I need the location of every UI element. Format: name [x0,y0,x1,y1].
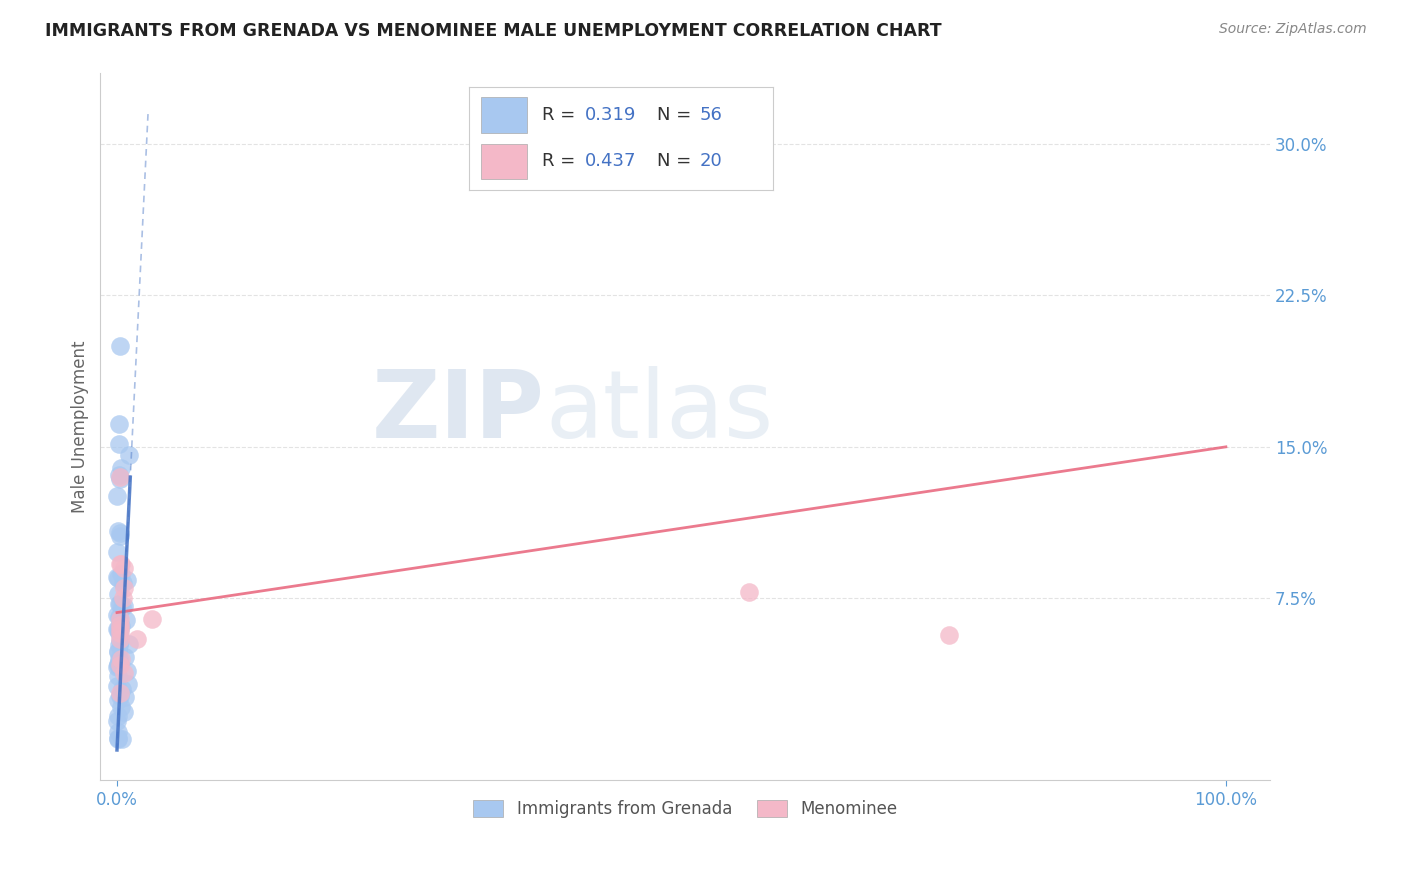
Point [115,613,138,627]
Point [115,664,138,678]
Point [111,681,134,696]
Point [110,658,132,673]
Point [108,339,131,353]
Point [110,625,132,640]
Point [107,468,129,483]
Point [107,709,129,723]
Point [108,625,131,640]
Point [112,582,135,596]
Point [110,470,132,484]
Point [107,607,129,622]
Point [110,632,132,646]
Point [105,679,128,693]
Point [110,700,132,714]
Point [107,524,129,539]
Point [107,731,129,746]
Point [107,571,129,585]
Point [105,714,128,728]
Point [107,437,129,451]
Point [107,545,129,559]
Text: atlas: atlas [546,367,773,458]
Point [108,651,131,665]
Point [111,591,134,606]
Point [738,585,761,599]
Text: IMMIGRANTS FROM GRENADA VS MENOMINEE MALE UNEMPLOYMENT CORRELATION CHART: IMMIGRANTS FROM GRENADA VS MENOMINEE MAL… [45,22,942,40]
Point [107,725,129,739]
Point [108,656,131,670]
Point [110,622,132,636]
Point [105,622,128,636]
Point [115,573,138,587]
Point [117,448,139,462]
Point [125,632,148,646]
Point [110,612,132,626]
Point [105,489,128,503]
Point [107,644,129,658]
Point [110,557,132,571]
Point [110,686,132,700]
Point [114,599,136,613]
Point [108,526,131,541]
Point [107,587,129,601]
Point [107,732,129,747]
Point [105,659,128,673]
Point [108,638,131,652]
Point [141,612,163,626]
Point [107,693,129,707]
Point [108,529,131,543]
Point [738,146,761,161]
Point [105,570,128,584]
Point [112,705,135,719]
Point [110,617,132,632]
Point [111,600,134,615]
Point [107,658,129,673]
Point [938,628,960,642]
Point [111,575,134,590]
Point [107,646,129,660]
Point [108,690,131,704]
Point [110,557,132,571]
Point [110,567,132,582]
Point [110,652,132,666]
Point [117,676,139,690]
Point [111,732,134,747]
Point [112,561,135,575]
Point [107,669,129,683]
Point [107,657,129,671]
Point [107,622,129,636]
Point [110,619,132,633]
Point [114,690,136,705]
Text: ZIP: ZIP [373,367,546,458]
Point [110,461,132,475]
Text: Source: ZipAtlas.com: Source: ZipAtlas.com [1219,22,1367,37]
Point [108,610,131,624]
Point [108,472,131,486]
Point [117,637,139,651]
Point [108,417,131,432]
Point [114,649,136,664]
Y-axis label: Male Unemployment: Male Unemployment [72,341,89,513]
Point [108,597,131,611]
Point [108,633,131,648]
Point [112,666,135,681]
Point [108,597,131,611]
Legend: Immigrants from Grenada, Menominee: Immigrants from Grenada, Menominee [467,794,904,825]
